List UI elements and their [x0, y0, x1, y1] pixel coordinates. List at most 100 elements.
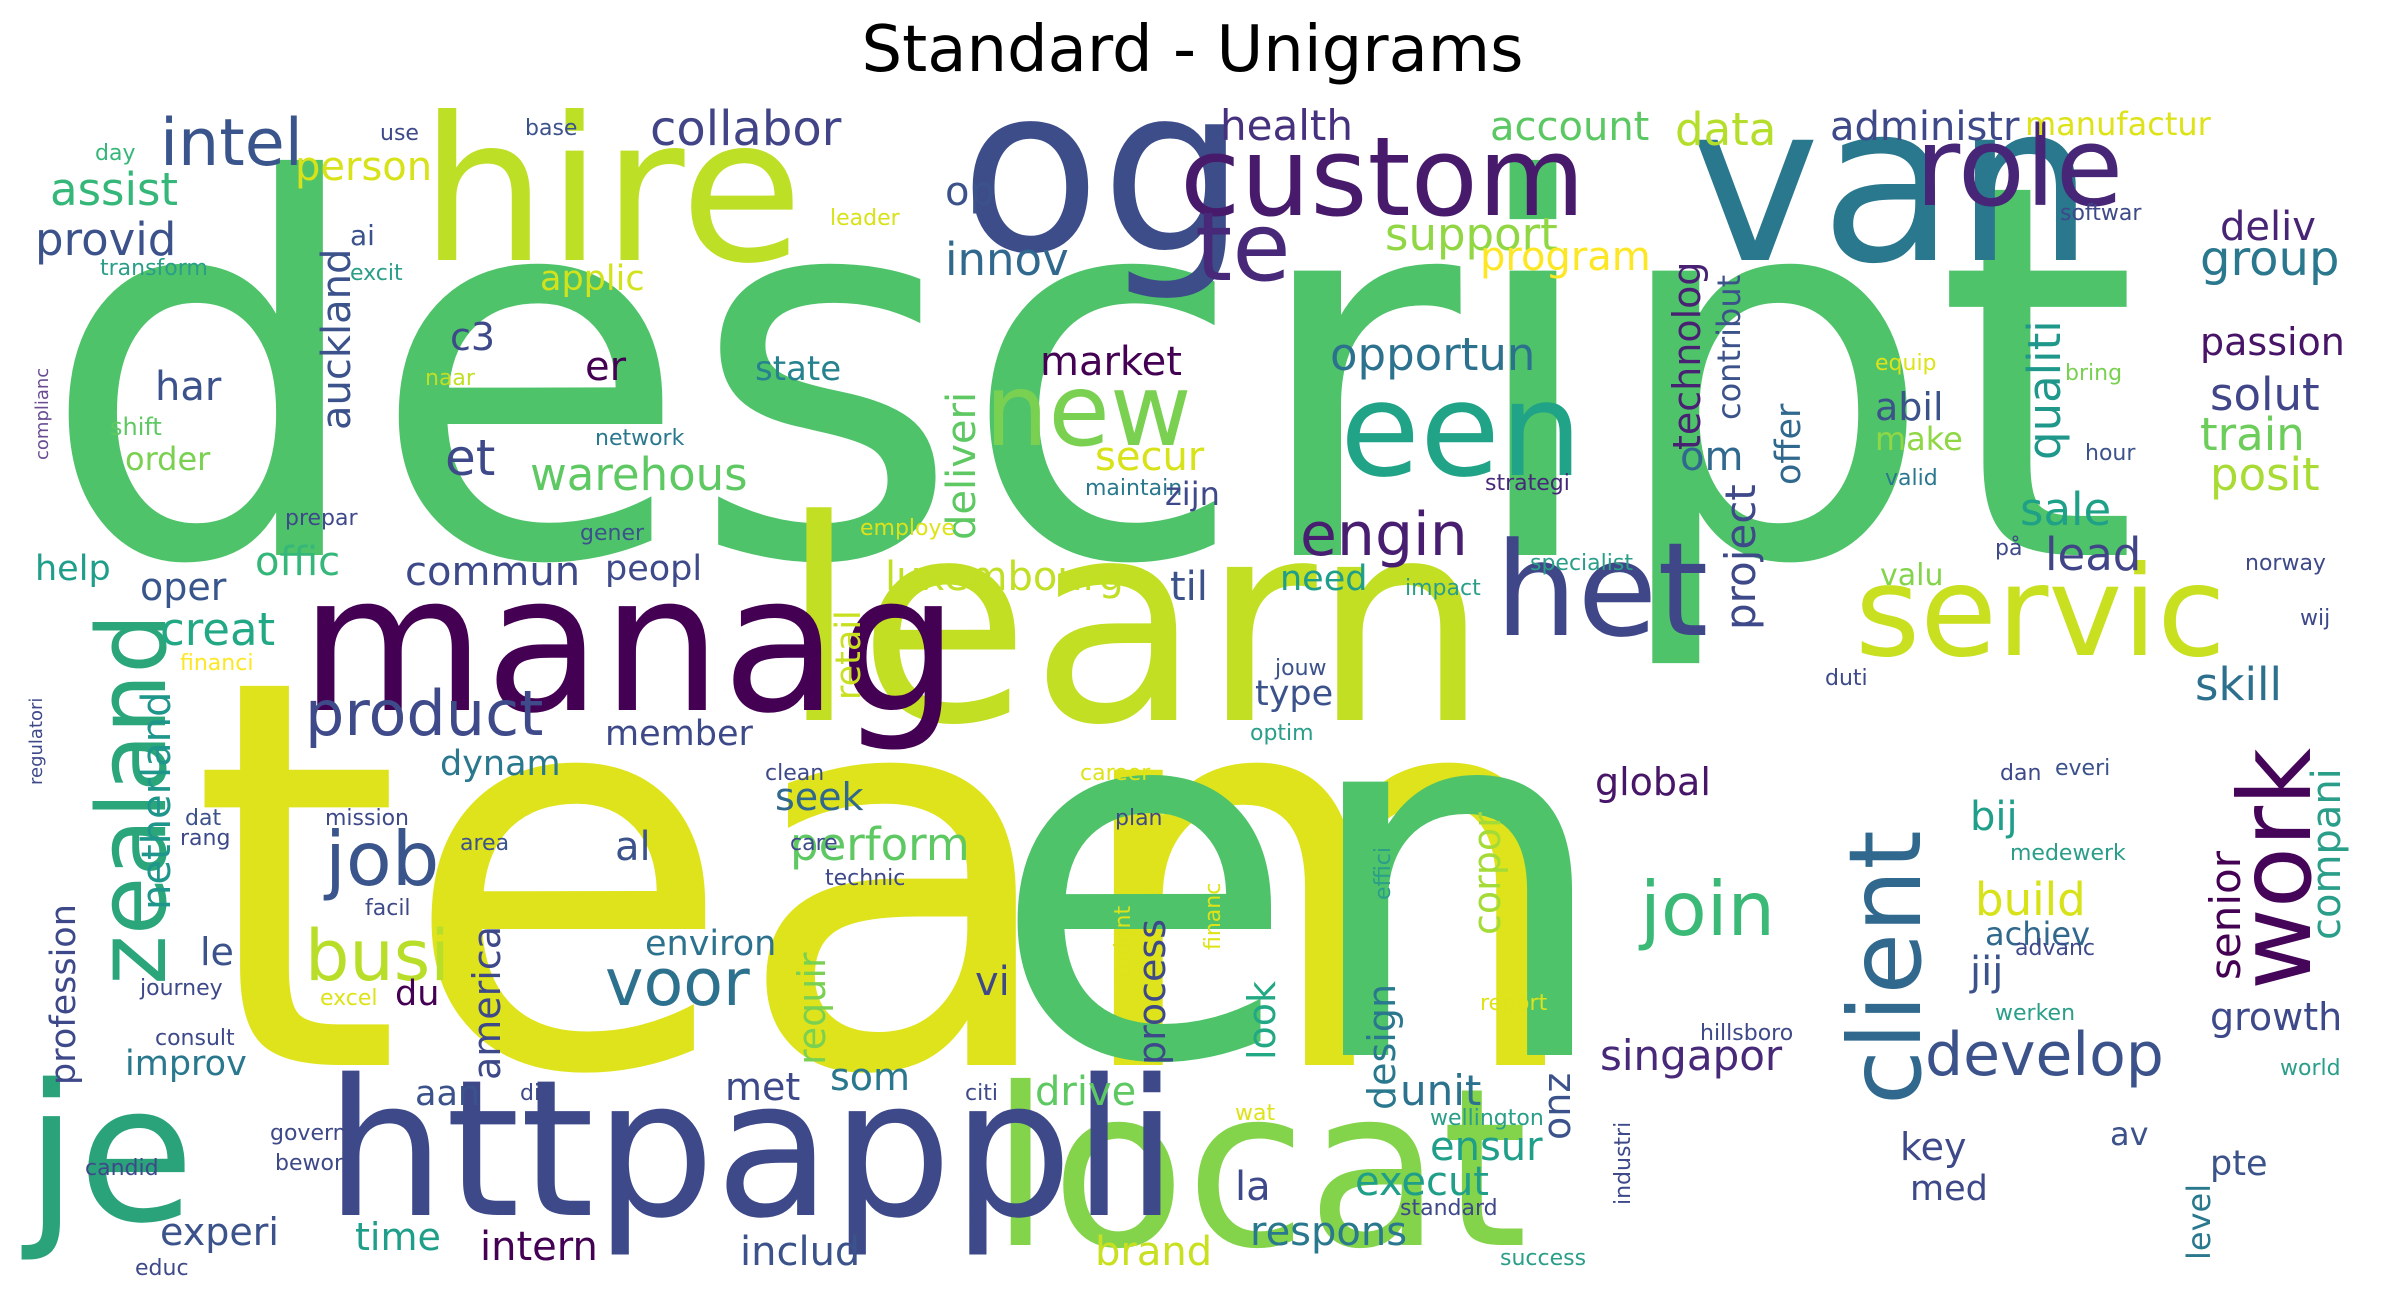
word-jij: jij — [1969, 949, 2003, 995]
word-offer: offer — [1769, 403, 1809, 485]
word-hour: hour — [2085, 441, 2136, 466]
word-use: use — [380, 121, 419, 146]
word-van: van — [1690, 56, 2094, 312]
word-er: er — [585, 344, 627, 390]
word-specialist: specialist — [1530, 551, 1633, 576]
word-equip: equip — [1875, 351, 1937, 376]
word-deliveri: deliveri — [939, 392, 985, 540]
word-softwar: softwar — [2060, 201, 2142, 226]
word-time: time — [355, 1215, 441, 1259]
word-care: care — [790, 831, 838, 856]
word-dat: dat — [185, 806, 221, 831]
word-en: en — [990, 591, 1615, 1173]
word-werken: werken — [1995, 1001, 2075, 1026]
word-everi: everi — [2055, 756, 2110, 781]
word-et: et — [445, 429, 495, 487]
word-excel: excel — [320, 986, 378, 1011]
word-drive: drive — [1035, 1069, 1136, 1115]
word-data: data — [1675, 103, 1776, 156]
word-complianc: complianc — [32, 368, 53, 460]
word-look: look — [1240, 981, 1284, 1060]
word-base: base — [525, 116, 577, 141]
word-journey: journey — [139, 976, 223, 1001]
word-type: type — [1255, 674, 1333, 714]
word-wat: wat — [1235, 1101, 1275, 1126]
word-career: career — [1080, 761, 1151, 786]
word-innov: innov — [945, 233, 1069, 286]
word-passion: passion — [2200, 320, 2345, 364]
word-peopl: peopl — [605, 549, 702, 589]
word-state: state — [755, 349, 841, 389]
word-maintain: maintain — [1085, 476, 1182, 501]
word-op: op — [945, 169, 995, 215]
word-execut: execut — [1355, 1159, 1489, 1205]
word-offic: offic — [255, 539, 340, 585]
word-collabor: collabor — [650, 101, 842, 157]
word-og: og — [960, 38, 1247, 305]
word-learn: learn — [780, 461, 1489, 787]
word-level: level — [2180, 1184, 2218, 1260]
word-intern: intern — [480, 1224, 598, 1270]
word-role: role — [1915, 103, 2123, 231]
word-financi: financi — [180, 651, 253, 676]
word-network: network — [595, 426, 685, 451]
word-includ: includ — [740, 1229, 860, 1275]
word-mission: mission — [325, 806, 409, 831]
word-success: success — [1500, 1246, 1586, 1271]
word-transform: transform — [100, 256, 208, 281]
word-leader: leader — [830, 206, 901, 231]
word-dynam: dynam — [440, 744, 561, 784]
word-commun: commun — [405, 549, 580, 595]
word-need: need — [1280, 559, 1367, 599]
word-impact: impact — [1405, 576, 1481, 601]
word-het: het — [1495, 514, 1708, 666]
word-qualiti: qualiti — [2018, 320, 2071, 460]
word-industri: industri — [1611, 1122, 1636, 1205]
word-posit: posit — [2210, 448, 2320, 501]
word-requir: requir — [790, 952, 834, 1065]
word-gener: gener — [580, 521, 645, 546]
word-perform: perform — [790, 818, 970, 871]
word-wij: wij — [2300, 606, 2330, 631]
word-onz: onz — [1535, 1073, 1579, 1140]
word-improv: improv — [125, 1044, 247, 1084]
word-growth: growth — [2210, 995, 2342, 1039]
word-design: design — [1360, 984, 1404, 1110]
word-locat: locat — [990, 1041, 1528, 1297]
word-naar: naar — [425, 366, 476, 391]
word-je: je — [21, 1044, 195, 1265]
word-intel: intel — [160, 106, 303, 181]
word-valid: valid — [1885, 466, 1938, 491]
word-vi: vi — [975, 959, 1010, 1005]
word-educ: educ — [135, 1256, 189, 1281]
word-te: te — [1195, 193, 1291, 303]
word-jouw: jouw — [1274, 656, 1327, 681]
word-sale: sale — [2020, 483, 2111, 536]
word-duti: duti — [1825, 666, 1868, 691]
word-secur: secur — [1095, 434, 1205, 480]
word-order: order — [125, 440, 211, 478]
word-voor: voor — [605, 946, 750, 1021]
word-report: report — [1480, 991, 1548, 1016]
word-area: area — [460, 831, 509, 856]
word-experi: experi — [160, 1210, 279, 1254]
word-bewon: bewon — [275, 1151, 348, 1176]
word-har: har — [155, 364, 222, 410]
word-team: team — [190, 565, 1591, 1193]
word-c3: c3 — [450, 315, 495, 359]
figure-title: Standard - Unigrams — [861, 13, 1524, 87]
word-new: new — [985, 352, 1192, 469]
word-la: la — [1235, 1164, 1271, 1210]
word-job: job — [323, 815, 439, 903]
word-ai: ai — [350, 219, 375, 252]
word-global: global — [1595, 760, 1711, 804]
word-deliv: deliv — [2220, 204, 2316, 250]
word-product: product — [305, 677, 543, 750]
word-busi: busi — [305, 915, 450, 997]
word-met: met — [725, 1065, 800, 1109]
word-av: av — [2110, 1115, 2149, 1153]
word-advanc: advanc — [2015, 936, 2095, 961]
word-engin: engin — [1300, 500, 1468, 570]
word-account: account — [1490, 104, 1649, 150]
